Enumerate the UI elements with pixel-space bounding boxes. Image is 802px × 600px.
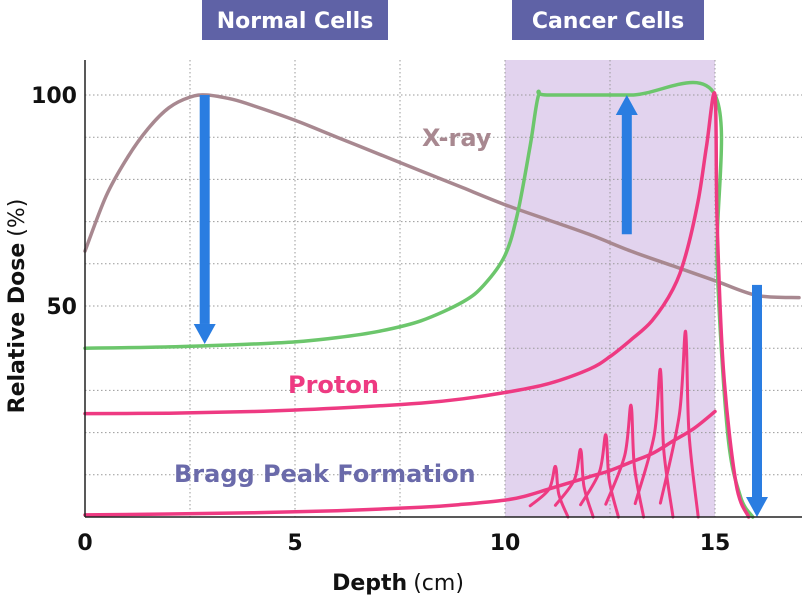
arrow-head: [615, 95, 638, 115]
arrow-head: [193, 323, 216, 344]
arrow-down: [746, 284, 768, 517]
arrow-layer: [193, 95, 768, 517]
bragg-peak-formation-label: Bragg Peak Formation: [174, 460, 476, 488]
x-tick-label: 0: [77, 531, 92, 556]
arrow-down: [193, 95, 216, 344]
axis-layer: [84, 60, 802, 518]
annotation-layer: X-ray Proton Bragg Peak Formation: [174, 124, 492, 488]
series-bragg-peak-formation: [83, 409, 717, 517]
y-axis-unit: (%): [5, 199, 30, 237]
arrow-shaft: [621, 115, 632, 235]
series-proton: [83, 91, 751, 519]
x-ray-label: X-ray: [422, 124, 492, 152]
region-label-cancer-cells: Cancer Cells: [512, 0, 704, 40]
bragg-peak: [604, 403, 646, 519]
arrow-up: [615, 95, 638, 235]
x-axis-title: Depth (cm): [332, 571, 464, 596]
x-axis-title-text: Depth: [332, 571, 407, 596]
series-x-ray: [83, 93, 801, 300]
bragg-peak: [528, 464, 570, 519]
y-tick-label: 50: [46, 295, 77, 320]
x-tick-label: 5: [287, 531, 302, 556]
x-axis-unit: (cm): [413, 571, 464, 596]
region-label-box: [202, 0, 388, 40]
x-tick-label: 10: [490, 531, 521, 556]
proton-label: Proton: [288, 371, 379, 399]
y-axis-title-text: Relative Dose: [5, 243, 30, 414]
arrow-shaft: [199, 95, 210, 324]
y-tick-label: 100: [31, 84, 77, 109]
bragg-peak: [658, 329, 700, 519]
arrow-shaft: [752, 284, 762, 497]
region-label-layer: Normal Cells Cancer Cells: [202, 0, 704, 40]
region-label-normal-cells: Normal Cells: [202, 0, 388, 40]
region-label-box: [512, 0, 704, 40]
arrow-head: [746, 497, 768, 517]
region-label-text: Cancer Cells: [532, 9, 684, 34]
series-layer: [83, 80, 801, 519]
x-tick-label: 15: [700, 531, 731, 556]
tick-label-layer: 0 5 10 15 50 100: [31, 84, 730, 556]
y-axis-title: Relative Dose (%): [5, 199, 30, 414]
region-label-text: Normal Cells: [217, 9, 374, 34]
